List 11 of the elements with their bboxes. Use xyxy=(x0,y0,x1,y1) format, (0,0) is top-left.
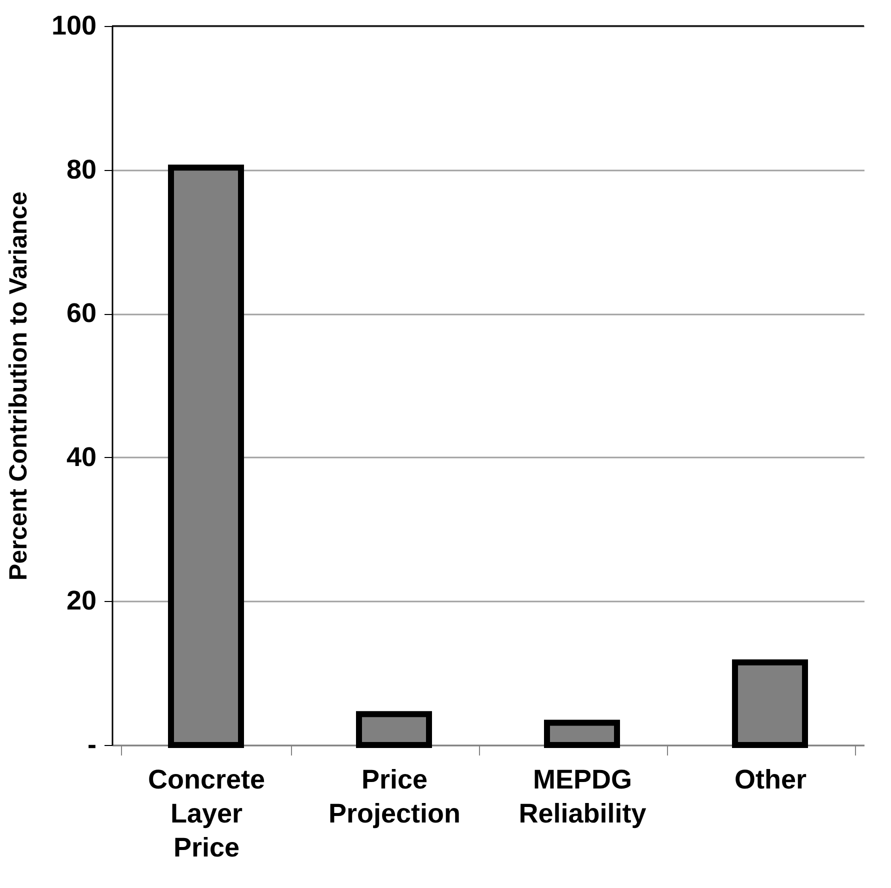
y-tick-label: 20 xyxy=(66,586,96,616)
x-tick-label: Other xyxy=(734,764,807,794)
y-tick-label: 100 xyxy=(51,10,96,40)
x-tick-label: Price Projection xyxy=(328,764,461,828)
x-tick-label: MEPDG Reliability xyxy=(518,764,646,828)
x-tick-label: Concrete Layer Price xyxy=(148,764,266,862)
y-tick-label: 60 xyxy=(66,298,96,328)
y-tick-label: - xyxy=(88,730,96,760)
y-tick-label: 40 xyxy=(66,442,96,472)
y-axis-title: Percent Contribution to Variance xyxy=(4,191,32,580)
y-tick-label: 80 xyxy=(66,154,96,184)
